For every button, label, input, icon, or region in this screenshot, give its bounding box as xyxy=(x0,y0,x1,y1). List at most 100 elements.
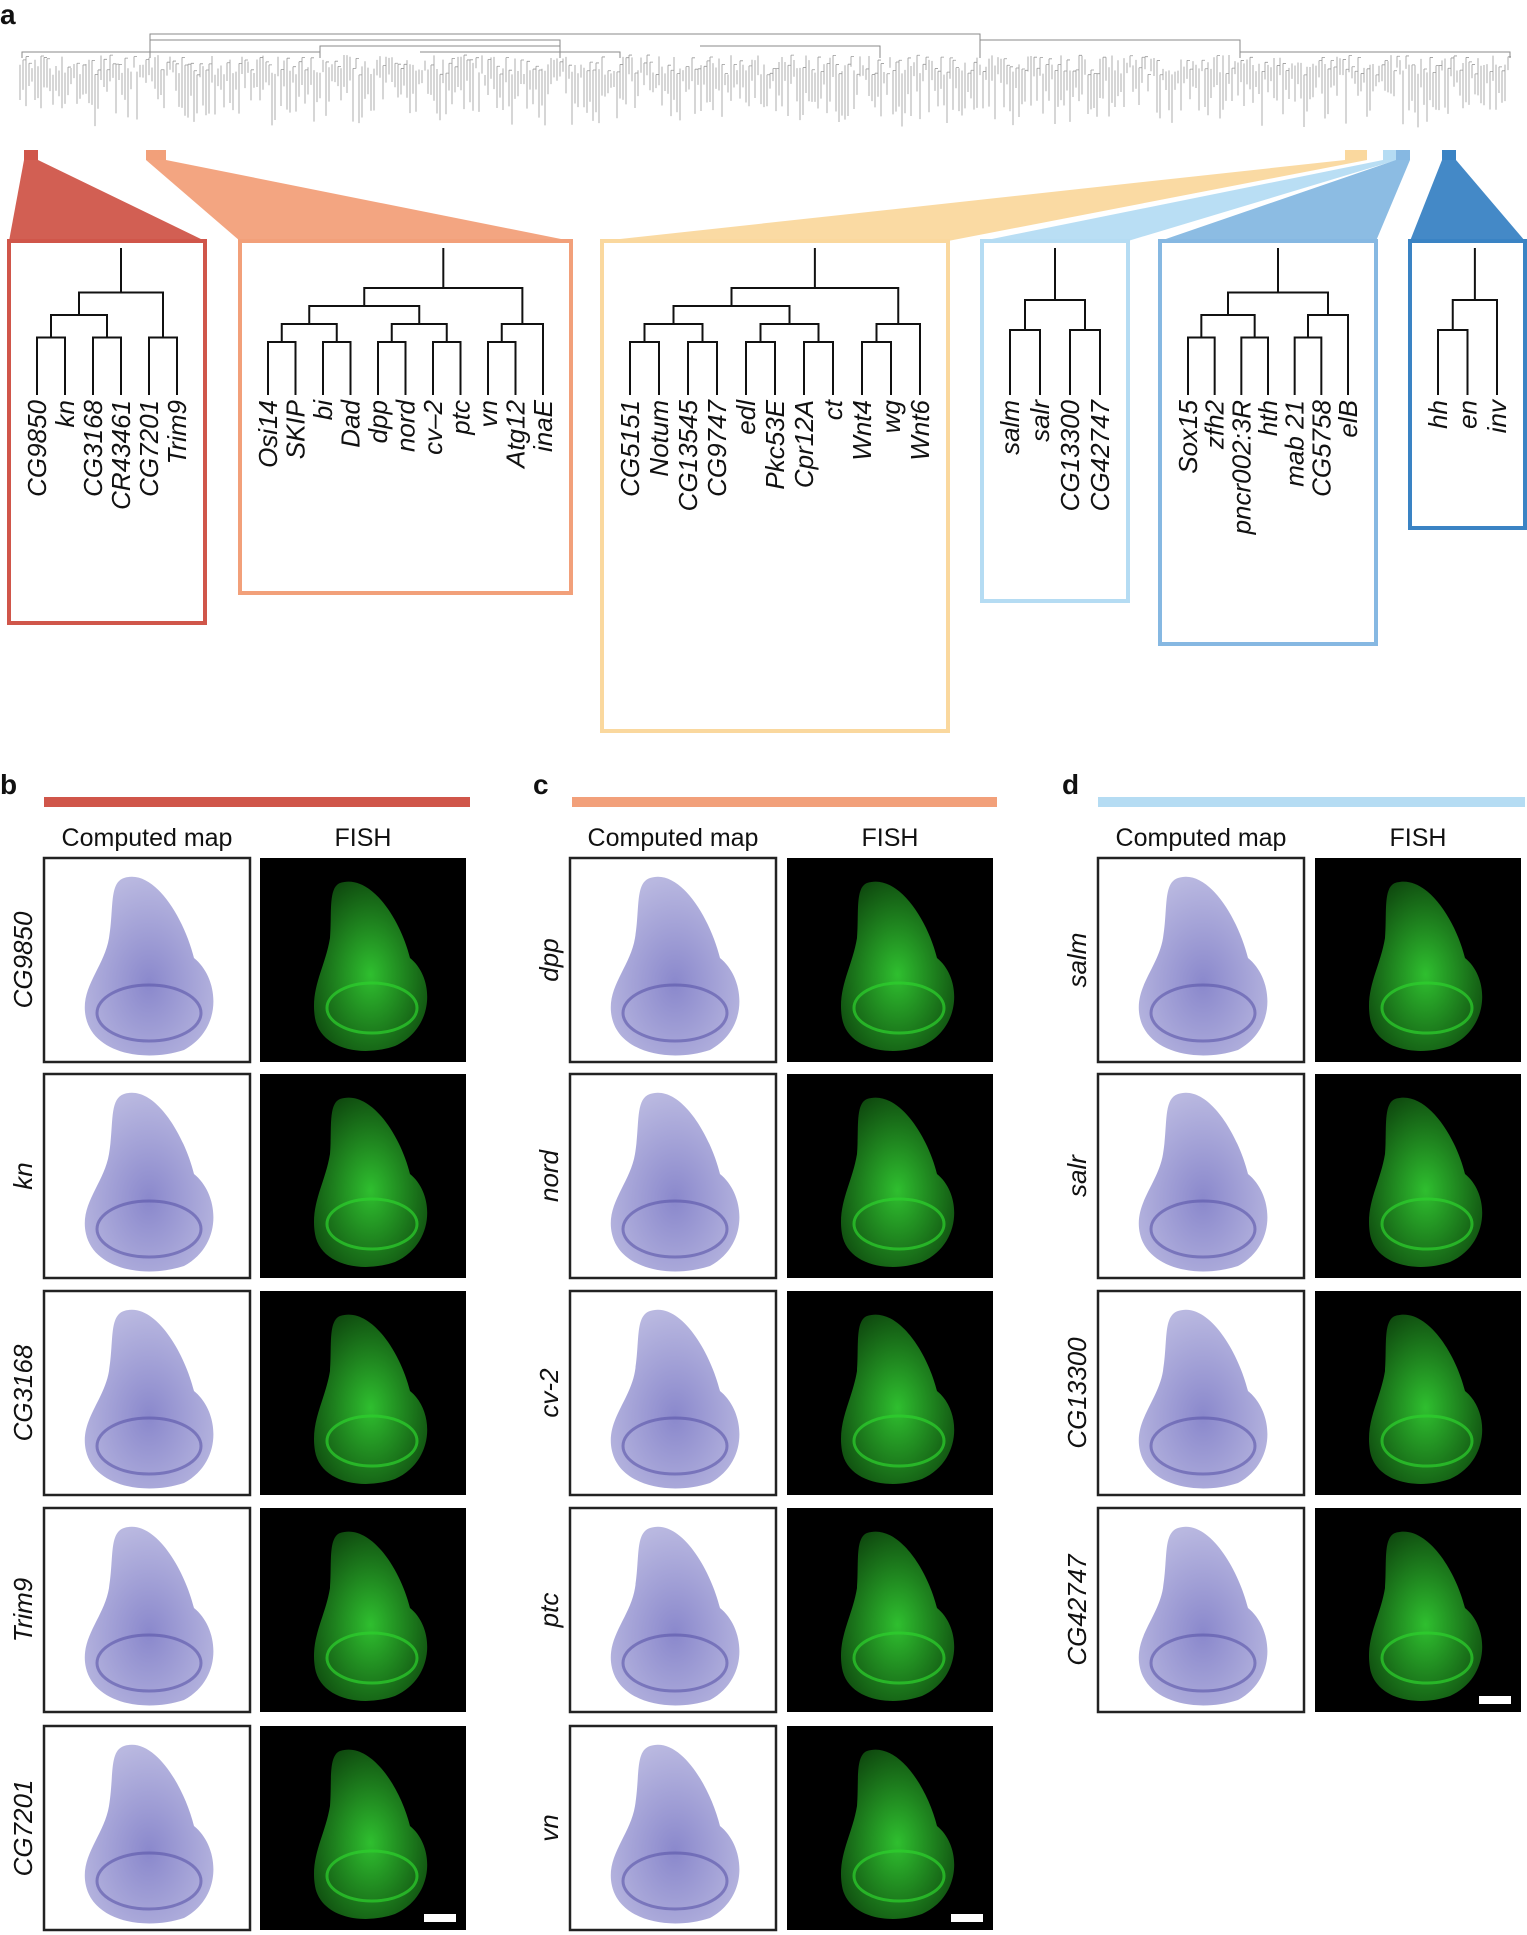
gene-label: edl xyxy=(731,399,761,435)
cluster-yellow: CG5151 Notum CG13545 CG9747 edl Pkc53E Cpr12A c… xyxy=(600,150,1367,733)
gene-label: nord xyxy=(391,398,421,452)
gene-label: inaE xyxy=(528,399,558,452)
cluster-darkblue-connector xyxy=(1410,160,1525,241)
wing-disc-fish xyxy=(840,1097,955,1267)
gene-label: CG42747 xyxy=(1085,398,1115,511)
panel-d-color-bar xyxy=(1098,797,1525,807)
panel-b-color-bar xyxy=(44,797,470,807)
cluster-orange-marker xyxy=(146,150,166,160)
panel-d: d Computed map FISH salm salr CG13300 CG42747 xyxy=(1062,769,1525,1714)
gene-label: CR43461 xyxy=(106,400,136,510)
pouch-ring xyxy=(1149,1416,1257,1476)
panel-row: nord xyxy=(534,1072,993,1280)
row-gene-label: CG3168 xyxy=(8,1344,38,1441)
pouch-ring xyxy=(621,1199,729,1259)
gene-label: CG3168 xyxy=(78,399,108,496)
cluster-midblue-tree xyxy=(1187,248,1349,395)
pouch-ring xyxy=(1149,1633,1257,1693)
overview-dendrogram xyxy=(19,33,1511,128)
panel-row: salr xyxy=(1062,1072,1521,1280)
wing-disc-map xyxy=(610,876,740,1056)
gene-label: SKIP xyxy=(281,399,311,459)
cluster-red-marker xyxy=(24,150,38,160)
fish-pouch-ring xyxy=(1380,1197,1474,1251)
gene-label: dpp xyxy=(363,400,393,443)
fish-pouch-ring xyxy=(852,981,946,1035)
computed-map-header: Computed map xyxy=(588,824,759,852)
wing-disc-map xyxy=(84,876,214,1056)
scale-bar xyxy=(424,1914,456,1922)
row-gene-label: CG42747 xyxy=(1062,1553,1092,1666)
cluster-orange-connector xyxy=(146,160,571,241)
row-gene-label: Trim9 xyxy=(8,1578,38,1643)
wing-disc-map xyxy=(1138,1092,1268,1272)
panel-row: cv-2 xyxy=(534,1289,993,1497)
panel-label-c: c xyxy=(533,769,549,800)
gene-label: hth xyxy=(1253,400,1283,436)
fish-pouch-ring xyxy=(325,981,419,1035)
fish-header: FISH xyxy=(335,824,392,852)
row-gene-label: kn xyxy=(8,1162,38,1189)
cluster-darkblue-tree xyxy=(1437,248,1498,395)
gene-label: inv xyxy=(1482,398,1512,433)
wing-disc-fish xyxy=(1368,1314,1483,1484)
fish-pouch-ring xyxy=(1380,1414,1474,1468)
dendrogram-leaves xyxy=(19,54,1511,128)
wing-disc-fish xyxy=(840,1314,955,1484)
expression-panels: b Computed map FISH CG9850 kn CG3168 Trim9 CG72… xyxy=(0,769,1525,1932)
gene-label: CG9850 xyxy=(22,399,52,496)
cluster-darkblue-marker xyxy=(1442,150,1456,160)
wing-disc-map xyxy=(610,1744,740,1924)
cluster-midblue-box xyxy=(1158,239,1378,646)
fish-pouch-ring xyxy=(325,1197,419,1251)
panel-row: CG7201 xyxy=(8,1724,466,1932)
wing-disc-fish xyxy=(313,1749,428,1919)
cluster-midblue-connector xyxy=(1160,160,1410,241)
row-gene-label: vn xyxy=(534,1814,564,1841)
wing-disc-fish xyxy=(313,1314,428,1484)
pouch-ring xyxy=(95,1199,203,1259)
dendrogram-branches xyxy=(21,33,1511,58)
cluster-lightblue-connector xyxy=(982,160,1397,241)
gene-label: Osi14 xyxy=(253,400,283,468)
gene-label: CG13300 xyxy=(1055,399,1085,511)
row-gene-label: ptc xyxy=(534,1593,564,1629)
gene-label: en xyxy=(1453,400,1483,429)
panel-c: c Computed map FISH dpp nord cv-2 ptc vn xyxy=(533,769,997,1932)
scale-bar xyxy=(1479,1696,1511,1704)
cluster-lightblue: salm salr CG13300 CG42747 xyxy=(980,150,1397,603)
fish-pouch-ring xyxy=(325,1849,419,1903)
gene-label: Dad xyxy=(336,398,366,447)
gene-label: Atg12 xyxy=(501,399,531,469)
pouch-ring xyxy=(95,1416,203,1476)
cluster-yellow-tree xyxy=(629,248,921,395)
row-gene-label: CG9850 xyxy=(8,911,38,1008)
fish-pouch-ring xyxy=(1380,981,1474,1035)
panel-row: CG13300 xyxy=(1062,1289,1521,1497)
pouch-ring xyxy=(621,1633,729,1693)
panel-c-color-bar xyxy=(572,797,997,807)
wing-disc-fish xyxy=(313,881,428,1051)
panel-row: kn xyxy=(8,1072,466,1280)
wing-disc-fish xyxy=(840,881,955,1051)
gene-label: Wnt6 xyxy=(905,399,935,460)
pouch-ring xyxy=(1149,983,1257,1043)
panel-label-a: a xyxy=(0,0,16,30)
computed-map-header: Computed map xyxy=(1116,824,1287,852)
wing-disc-map xyxy=(84,1092,214,1272)
gene-label: elB xyxy=(1333,400,1363,438)
fish-header: FISH xyxy=(1390,824,1447,852)
panel-row: vn xyxy=(534,1724,993,1932)
row-gene-label: dpp xyxy=(534,938,564,981)
row-gene-label: CG7201 xyxy=(8,1780,38,1877)
panel-b: b Computed map FISH CG9850 kn CG3168 Trim9 CG72… xyxy=(0,769,470,1932)
cluster-orange-box xyxy=(238,239,573,595)
gene-label: salr xyxy=(1025,399,1055,442)
panel-label-d: d xyxy=(1062,769,1079,800)
wing-disc-fish xyxy=(313,1531,428,1701)
panel-label-b: b xyxy=(0,769,17,800)
pouch-ring xyxy=(1149,1199,1257,1259)
gene-label: Notum xyxy=(644,400,674,477)
